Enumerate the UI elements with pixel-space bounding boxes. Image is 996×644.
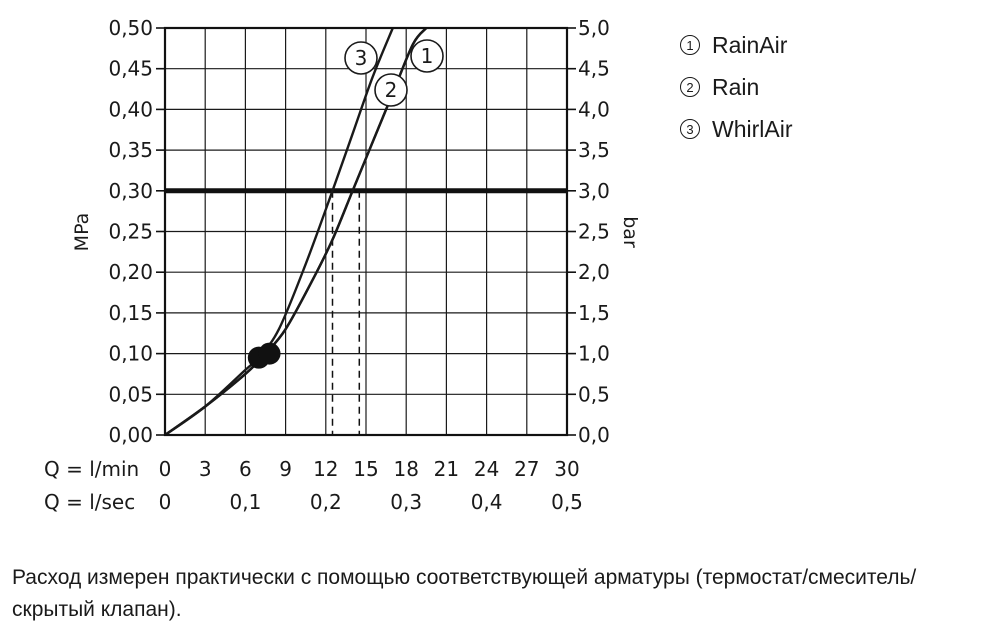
y-tick-label-left: 0,00 — [108, 423, 153, 447]
y-axis-title-left: MPa — [71, 213, 93, 252]
x-axis-label-lsec: Q = l/sec — [44, 490, 135, 514]
circle-2-icon: 2 — [680, 77, 700, 97]
axis-titles: MPa bar — [71, 213, 641, 252]
x-tick-label-lmin: 24 — [474, 457, 499, 481]
x-axis-label-lmin: Q = l/min — [44, 457, 139, 481]
y-tick-label-left: 0,20 — [108, 260, 153, 284]
y-tick-label-right: 0,0 — [578, 423, 610, 447]
marker-label: 1 — [421, 44, 434, 68]
y-tick-label-left: 0,30 — [108, 179, 153, 203]
marker-circle — [374, 73, 408, 107]
y-tick-label-left: 0,40 — [108, 97, 153, 121]
marker-circle — [410, 39, 444, 73]
x-tick-label-lmin: 12 — [313, 457, 338, 481]
y-tick-label-right: 3,0 — [578, 179, 610, 203]
operating-point-rainair — [258, 342, 281, 365]
y-tick-label-right: 3,5 — [578, 138, 610, 162]
legend-label: RainAir — [712, 31, 788, 58]
legend-label: Rain — [712, 73, 760, 100]
y-axis-title-right: bar — [619, 216, 641, 248]
x-tick-label-lmin: 15 — [353, 457, 378, 481]
flow-drop-lines — [331, 190, 361, 435]
y-tick-label-left: 0,35 — [108, 138, 153, 162]
legend-item-rainair: 1 RainAir — [680, 24, 793, 66]
curve-marker-whirlair: 3 — [344, 41, 378, 75]
y-tick-label-right: 2,5 — [578, 220, 610, 244]
operating-points — [247, 342, 281, 369]
marker-circle — [344, 41, 378, 75]
x-tick-label-lmin: 21 — [434, 457, 459, 481]
curve-markers: 123 — [344, 39, 444, 107]
y-tick-label-left: 0,10 — [108, 342, 153, 366]
x-tick-label-lsec: 0 — [159, 490, 172, 514]
x-tick-label-lmin: 18 — [393, 457, 418, 481]
legend-item-rain: 2 Rain — [680, 66, 793, 108]
x-tick-label-lmin: 3 — [199, 457, 212, 481]
circle-1-icon: 1 — [680, 35, 700, 55]
legend: 1 RainAir 2 Rain 3 WhirlAir — [680, 24, 793, 150]
x-tick-label-lsec: 0,4 — [471, 490, 503, 514]
x-tick-label-lmin: 30 — [554, 457, 579, 481]
x-tick-label-lmin: 9 — [279, 457, 292, 481]
y-tick-label-right: 4,5 — [578, 57, 610, 81]
x-tick-label-lmin: 27 — [514, 457, 539, 481]
y-tick-label-right: 1,5 — [578, 301, 610, 325]
plot-frame — [156, 26, 576, 437]
y-tick-label-left: 0,25 — [108, 220, 153, 244]
y-tick-label-left: 0,15 — [108, 301, 153, 325]
tick-labels: 0,000,050,100,150,200,250,300,350,400,45… — [44, 16, 610, 514]
y-tick-label-right: 2,0 — [578, 260, 610, 284]
x-tick-label-lmin: 0 — [159, 457, 172, 481]
curve-marker-rain: 2 — [374, 73, 408, 107]
series-line-whirlair — [164, 27, 394, 436]
y-tick-label-right: 4,0 — [578, 97, 610, 121]
x-tick-label-lsec: 0,1 — [229, 490, 261, 514]
footnote: Расход измерен практически с помощью соо… — [12, 566, 917, 621]
y-tick-label-right: 5,0 — [578, 16, 610, 40]
marker-label: 2 — [385, 78, 398, 102]
y-tick-label-left: 0,50 — [108, 16, 153, 40]
x-tick-label-lsec: 0,3 — [390, 490, 422, 514]
x-tick-label-lsec: 0,5 — [551, 490, 583, 514]
legend-item-whirlair: 3 WhirlAir — [680, 108, 793, 150]
grid — [164, 27, 568, 436]
y-tick-label-right: 0,5 — [578, 382, 610, 406]
y-tick-label-left: 0,45 — [108, 57, 153, 81]
x-tick-label-lsec: 0,2 — [310, 490, 342, 514]
circle-3-icon: 3 — [680, 119, 700, 139]
legend-label: WhirlAir — [712, 115, 793, 142]
y-tick-label-right: 1,0 — [578, 342, 610, 366]
pressure-flow-chart: 123 0,000,050,100,150,200,250,300,350,40… — [44, 16, 641, 514]
marker-label: 3 — [355, 46, 368, 70]
x-tick-label-lmin: 6 — [239, 457, 252, 481]
curve-marker-rainair: 1 — [410, 39, 444, 73]
y-tick-label-left: 0,05 — [108, 382, 153, 406]
